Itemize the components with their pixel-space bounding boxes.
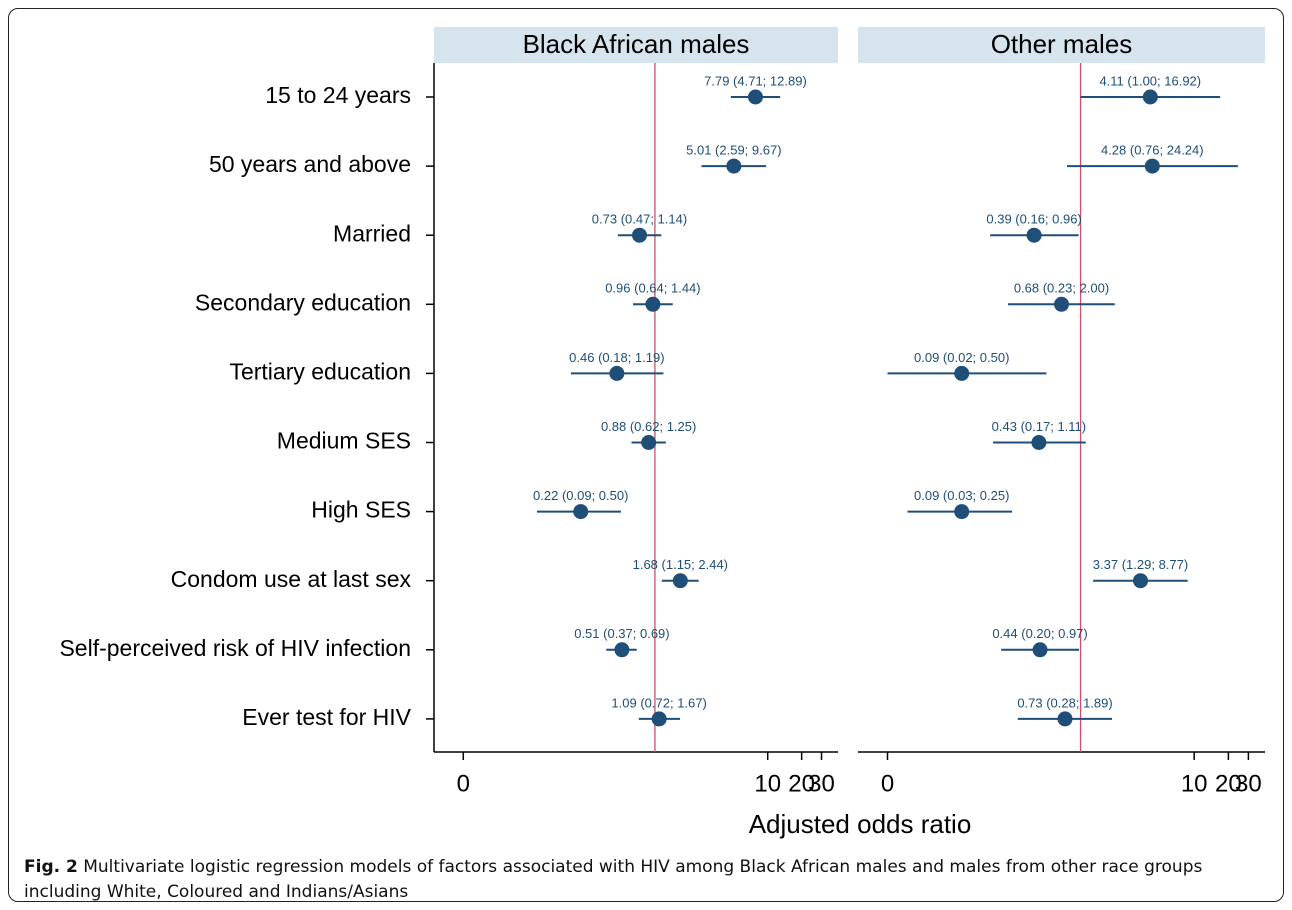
point-estimate (1031, 435, 1047, 450)
point-estimate (651, 711, 667, 727)
point-estimate (954, 504, 970, 520)
point-estimate (1133, 573, 1149, 589)
caption-text: Multivariate logistic regression models … (24, 857, 1203, 902)
point-estimate (631, 227, 647, 243)
category-label: High SES (311, 497, 411, 523)
panel-header (858, 27, 1265, 63)
point-estimate (747, 89, 763, 105)
point-estimate (1057, 711, 1073, 727)
value-label: 0.44 (0.20; 0.97) (992, 626, 1087, 641)
value-label: 0.73 (0.47; 1.14) (592, 212, 687, 227)
panel-title: Black African males (523, 29, 750, 59)
panel-title: Other males (991, 29, 1133, 59)
value-label: 0.88 (0.62; 1.25) (601, 419, 696, 434)
point-estimate (1144, 158, 1160, 174)
x-axis-label: Adjusted odds ratio (749, 809, 972, 839)
x-tick-label: 20 (788, 770, 815, 797)
category-label: Married (333, 220, 411, 246)
category-label: Condom use at last sex (171, 566, 412, 592)
value-label: 4.28 (0.76; 24.24) (1101, 143, 1204, 158)
panel-header (434, 27, 838, 63)
value-label: 0.09 (0.02; 0.50) (914, 350, 1009, 365)
value-label: 5.01 (2.59; 9.67) (686, 143, 781, 158)
value-label: 0.51 (0.37; 0.69) (574, 626, 669, 641)
point-estimate (1032, 642, 1048, 658)
category-label: Ever test for HIV (242, 704, 411, 730)
point-estimate (1142, 89, 1158, 105)
category-label: 15 to 24 years (265, 82, 411, 108)
point-estimate (1054, 296, 1070, 312)
caption: Fig. 2 Multivariate logistic regression … (24, 855, 1224, 905)
point-estimate (645, 296, 661, 312)
x-tick-label: 0 (881, 770, 894, 797)
x-tick-label: 20 (1215, 770, 1242, 797)
value-label: 0.39 (0.16; 0.96) (986, 212, 1081, 227)
value-label: 1.68 (1.15; 2.44) (633, 557, 728, 572)
value-label: 0.43 (0.17; 1.11) (992, 419, 1086, 434)
value-label: 0.68 (0.23; 2.00) (1014, 281, 1109, 296)
value-label: 0.46 (0.18; 1.19) (569, 350, 664, 365)
category-label: Self-perceived risk of HIV infection (59, 635, 411, 661)
figure-frame (8, 8, 1284, 902)
category-label: Tertiary education (229, 358, 411, 384)
chart: Adjusted odds ratio 15 to 24 years 50 yea… (59, 27, 1265, 839)
point-estimate (609, 365, 625, 381)
point-estimate (614, 642, 630, 658)
x-tick-label: 30 (808, 770, 835, 797)
value-label: 4.11 (1.00; 16.92) (1099, 73, 1201, 88)
value-label: 1.09 (0.72; 1.67) (611, 695, 706, 710)
point-estimate (672, 573, 688, 589)
value-label: 0.73 (0.28; 1.89) (1017, 695, 1112, 710)
category-label: Medium SES (277, 428, 411, 454)
point-estimate (641, 435, 657, 450)
category-label: 50 years and above (209, 151, 411, 177)
point-estimate (954, 365, 970, 381)
caption-label: Fig. 2 (24, 857, 78, 877)
value-label: 0.22 (0.09; 0.50) (533, 488, 628, 503)
value-label: 0.09 (0.03; 0.25) (914, 488, 1009, 503)
point-estimate (1026, 227, 1042, 243)
category-label: Secondary education (195, 289, 411, 315)
point-estimate (573, 504, 589, 520)
x-tick-label: 10 (1181, 770, 1208, 797)
value-label: 0.96 (0.64; 1.44) (605, 281, 700, 296)
point-estimate (726, 158, 742, 174)
x-tick-label: 0 (457, 770, 470, 797)
x-tick-label: 30 (1235, 770, 1262, 797)
value-label: 7.79 (4.71; 12.89) (704, 73, 807, 88)
value-label: 3.37 (1.29; 8.77) (1093, 557, 1188, 572)
x-tick-label: 10 (754, 770, 781, 797)
